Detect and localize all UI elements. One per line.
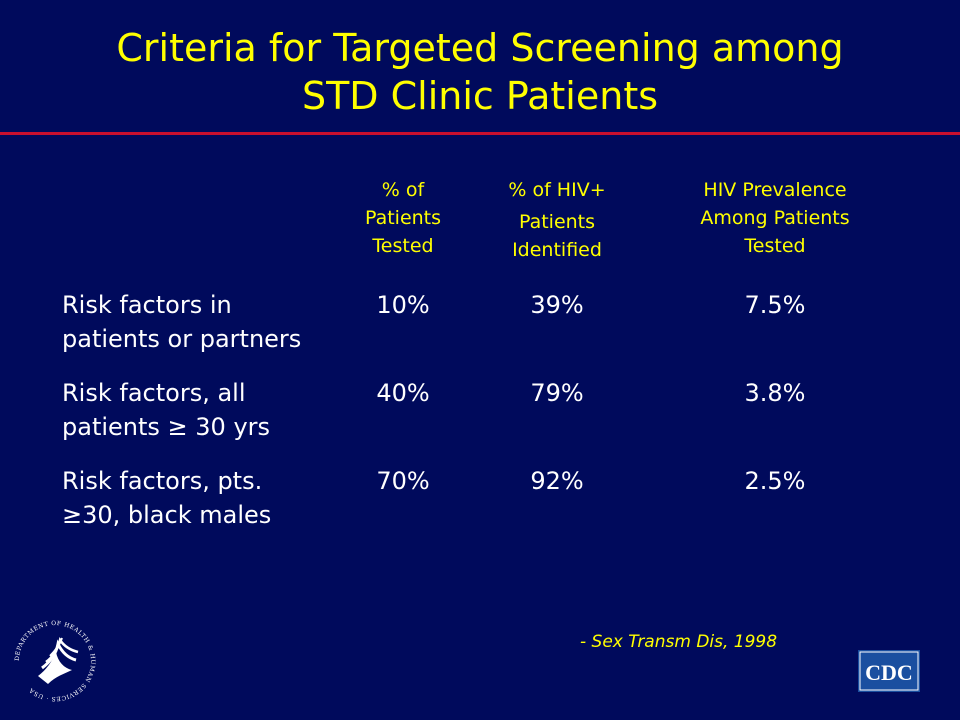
header-line: Identified [512,239,602,261]
row-label-line: Risk factors in [62,291,232,319]
row-label-line: Risk factors, pts. [62,467,263,495]
table-cell: 92% [530,467,584,495]
title-line-1: Criteria for Targeted Screening among [116,26,844,70]
row-label-line: ≥30, black males [62,501,272,529]
table-cell: 7.5% [744,291,806,319]
hhs-eagle-seal-icon: DEPARTMENT OF HEALTH & HUMAN SERVICES · … [14,620,96,702]
table-cell: 2.5% [744,467,806,495]
table-cell: 39% [530,291,584,319]
cdc-logo-text: CDC [865,660,913,685]
header-line: % of [381,179,425,201]
table-cell: 79% [530,379,584,407]
citation: - Sex Transm Dis, 1998 [580,632,778,652]
cdc-logo-icon: CDC [858,650,920,692]
column-header-hiv-prevalence: HIV Prevalence Among Patients Tested [675,176,875,260]
table-cell: 40% [376,379,430,407]
title-line-2: STD Clinic Patients [301,74,659,118]
header-line: Patients [364,207,442,229]
header-line: % of HIV+ [508,179,606,201]
row-label: Risk factors, all patients ≥ 30 yrs [62,376,362,444]
row-label-line: patients or partners [62,325,302,353]
header-line: HIV Prevalence [703,179,847,201]
table-cell: 10% [376,291,430,319]
row-label-line: patients ≥ 30 yrs [62,413,271,441]
column-header-patients-tested: % of Patients Tested [343,176,463,260]
row-label: Risk factors in patients or partners [62,288,362,356]
slide-title: Criteria for Targeted Screening among ST… [60,24,900,120]
row-label: Risk factors, pts. ≥30, black males [62,464,362,532]
header-line: Tested [744,235,806,257]
column-header-hiv-positive-identified: % of HIV+ Patients Identified [482,176,632,264]
row-label-line: Risk factors, all [62,379,246,407]
header-line: Among Patients [700,207,850,229]
header-line: Tested [372,235,434,257]
title-divider [0,132,960,135]
table-cell: 70% [376,467,430,495]
table-cell: 3.8% [744,379,806,407]
header-line: Patients [518,211,596,233]
